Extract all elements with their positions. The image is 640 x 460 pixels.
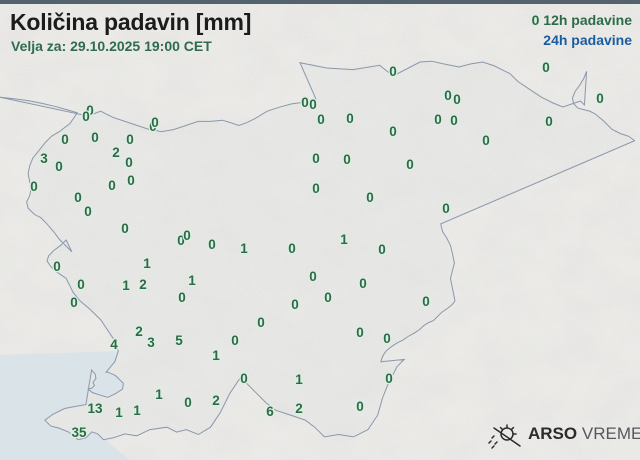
svg-text:1: 1: [122, 278, 130, 293]
svg-text:0: 0: [312, 151, 320, 166]
svg-text:1: 1: [340, 232, 348, 247]
svg-text:0: 0: [324, 290, 332, 305]
svg-text:0: 0: [77, 277, 85, 292]
svg-text:0: 0: [183, 228, 191, 243]
svg-text:0: 0: [208, 237, 216, 252]
svg-text:0: 0: [257, 315, 265, 330]
svg-text:2: 2: [135, 324, 143, 339]
svg-text:2: 2: [295, 401, 303, 416]
svg-text:4: 4: [110, 337, 118, 352]
svg-text:0: 0: [184, 395, 192, 410]
svg-text:0: 0: [309, 269, 317, 284]
svg-text:0: 0: [74, 190, 82, 205]
svg-text:3: 3: [40, 151, 48, 166]
svg-text:0: 0: [422, 294, 430, 309]
svg-text:1: 1: [188, 273, 196, 288]
svg-text:0: 0: [389, 124, 397, 139]
svg-text:0: 0: [444, 88, 452, 103]
svg-text:5: 5: [175, 333, 183, 348]
svg-text:0: 0: [309, 97, 317, 112]
svg-text:0: 0: [30, 179, 38, 194]
svg-text:0: 0: [453, 92, 461, 107]
svg-text:1: 1: [295, 372, 303, 387]
svg-text:0: 0: [450, 113, 458, 128]
svg-text:0: 0: [343, 152, 351, 167]
svg-text:1: 1: [240, 241, 248, 256]
svg-text:0: 0: [91, 130, 99, 145]
svg-text:13: 13: [87, 401, 103, 416]
svg-text:2: 2: [212, 393, 220, 408]
svg-text:0: 0: [231, 333, 239, 348]
svg-text:0: 0: [178, 290, 186, 305]
svg-text:0: 0: [126, 132, 134, 147]
svg-text:0: 0: [151, 115, 159, 130]
svg-text:0: 0: [359, 276, 367, 291]
svg-text:0: 0: [288, 241, 296, 256]
svg-text:0: 0: [70, 295, 78, 310]
svg-text:0: 0: [55, 159, 63, 174]
svg-text:0: 0: [82, 109, 90, 124]
svg-text:0: 0: [312, 181, 320, 196]
svg-text:0: 0: [545, 114, 553, 129]
svg-text:0: 0: [291, 297, 299, 312]
svg-text:0: 0: [434, 112, 442, 127]
svg-text:35: 35: [71, 425, 87, 440]
svg-text:0: 0: [596, 91, 604, 106]
svg-text:0: 0: [356, 399, 364, 414]
svg-text:0: 0: [406, 157, 414, 172]
svg-text:1: 1: [133, 403, 141, 418]
svg-text:1: 1: [143, 256, 151, 271]
svg-text:0: 0: [121, 221, 129, 236]
svg-text:0: 0: [482, 133, 490, 148]
svg-text:1: 1: [212, 348, 220, 363]
svg-text:3: 3: [147, 335, 155, 350]
svg-text:0: 0: [346, 111, 354, 126]
svg-text:0: 0: [53, 259, 61, 274]
svg-text:0: 0: [378, 242, 386, 257]
svg-text:6: 6: [266, 404, 274, 419]
svg-text:0: 0: [108, 178, 116, 193]
svg-text:0: 0: [366, 190, 374, 205]
svg-text:1: 1: [155, 387, 163, 402]
svg-text:0: 0: [240, 371, 248, 386]
svg-text:0: 0: [84, 204, 92, 219]
svg-text:2: 2: [139, 277, 147, 292]
svg-text:2: 2: [112, 145, 120, 160]
svg-text:0: 0: [542, 60, 550, 75]
svg-text:0: 0: [127, 173, 135, 188]
svg-text:1: 1: [115, 405, 123, 420]
svg-text:0: 0: [383, 331, 391, 346]
svg-text:0: 0: [442, 201, 450, 216]
svg-text:0: 0: [356, 325, 364, 340]
svg-text:0: 0: [125, 155, 133, 170]
svg-text:0: 0: [317, 112, 325, 127]
svg-text:0: 0: [61, 132, 69, 147]
svg-text:0: 0: [389, 64, 397, 79]
svg-text:0: 0: [301, 95, 309, 110]
svg-text:0: 0: [385, 371, 393, 386]
